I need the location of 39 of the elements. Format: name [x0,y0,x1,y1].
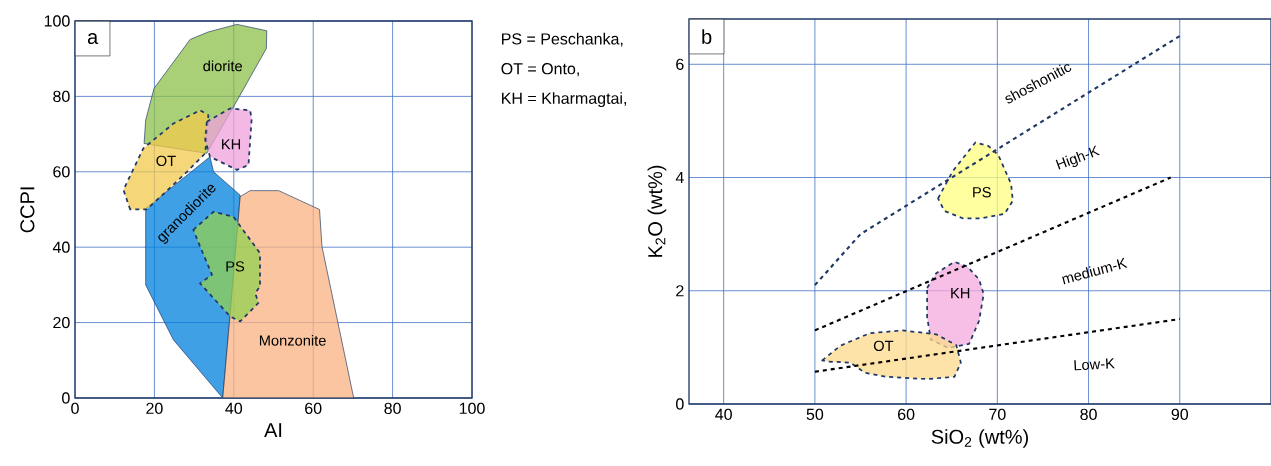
annotation: OT [156,155,176,167]
x-tick-label: 40 [715,408,732,421]
x-tick-label: 0 [71,402,79,415]
text: OT = Onto, [501,63,579,77]
x-axis-title: SiO$_{2}$ (wt%) [931,429,1028,448]
annotation: KH [222,139,241,150]
y-tick-label: 4 [675,172,684,184]
x-tick-label: 20 [146,402,163,415]
x-tick-label: 100 [459,402,485,415]
x-tick-label: 40 [225,402,243,415]
x-tick-label: 80 [1080,408,1097,421]
annotation: diorite [203,60,243,72]
annotation: Low-K [1074,358,1115,371]
x-tick-label: 60 [305,402,322,415]
annotation: OT [873,340,894,352]
annotation: a [87,33,99,45]
y-tick-label: 100 [44,15,70,27]
annotation: PS [973,187,991,198]
y-axis-title: K$_{2}$O (wt%) [647,165,667,257]
annotation: PS [226,261,245,272]
y-tick-label: 80 [53,90,70,103]
y-tick-label: 6 [676,58,684,70]
x-tick-label: 90 [1171,408,1189,421]
text: KH = Kharmagtai, [502,92,626,108]
text: PS = Peschanka, [502,32,623,47]
y-tick-label: 2 [676,285,684,297]
annotation: KH [951,288,970,299]
y-tick-label: 20 [53,316,70,329]
x-tick-label: 70 [989,408,1006,421]
y-axis-title: CCPI [20,187,35,233]
x-axis-title: AI [264,423,282,437]
y-tick-label: 40 [52,241,70,253]
annotation: b [702,29,712,44]
y-tick-label: 0 [62,392,70,404]
y-tick-label: 60 [53,166,70,178]
x-tick-label: 80 [384,402,401,415]
x-tick-label: 60 [898,408,915,421]
x-tick-label: 50 [806,408,824,421]
annotation: Monzonite [259,334,326,346]
